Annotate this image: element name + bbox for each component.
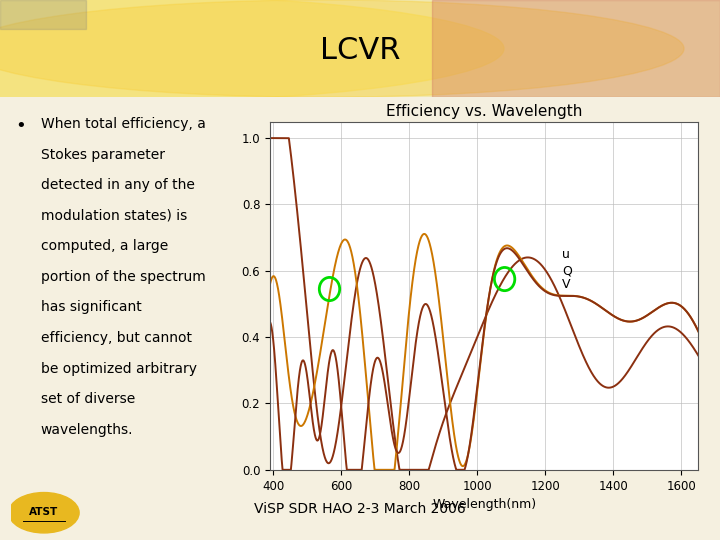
Text: computed, a large: computed, a large [40, 239, 168, 253]
Title: Efficiency vs. Wavelength: Efficiency vs. Wavelength [386, 104, 582, 119]
X-axis label: Wavelength(nm): Wavelength(nm) [432, 498, 536, 511]
Text: ATST: ATST [30, 507, 58, 517]
Text: When total efficiency, a: When total efficiency, a [40, 117, 205, 131]
Text: has significant: has significant [40, 300, 141, 314]
Text: •: • [15, 117, 26, 135]
Text: detected in any of the: detected in any of the [40, 178, 194, 192]
Text: u: u [562, 248, 570, 261]
Bar [432, 0, 720, 97]
Text: ViSP SDR HAO 2-3 March 2006: ViSP SDR HAO 2-3 March 2006 [254, 502, 466, 516]
Text: LCVR: LCVR [320, 36, 400, 65]
Text: modulation states) is: modulation states) is [40, 209, 187, 223]
Text: portion of the spectrum: portion of the spectrum [40, 270, 205, 284]
Text: set of diverse: set of diverse [40, 392, 135, 406]
Bar [0, 0, 86, 29]
Text: Q: Q [562, 264, 572, 277]
Text: V: V [562, 278, 571, 291]
Text: wavelengths.: wavelengths. [40, 423, 133, 437]
Text: Stokes parameter: Stokes parameter [40, 147, 165, 161]
Circle shape [0, 0, 684, 97]
Text: efficiency, but cannot: efficiency, but cannot [40, 331, 192, 345]
Ellipse shape [9, 492, 79, 533]
Text: be optimized arbitrary: be optimized arbitrary [40, 362, 197, 375]
Circle shape [0, 0, 504, 102]
